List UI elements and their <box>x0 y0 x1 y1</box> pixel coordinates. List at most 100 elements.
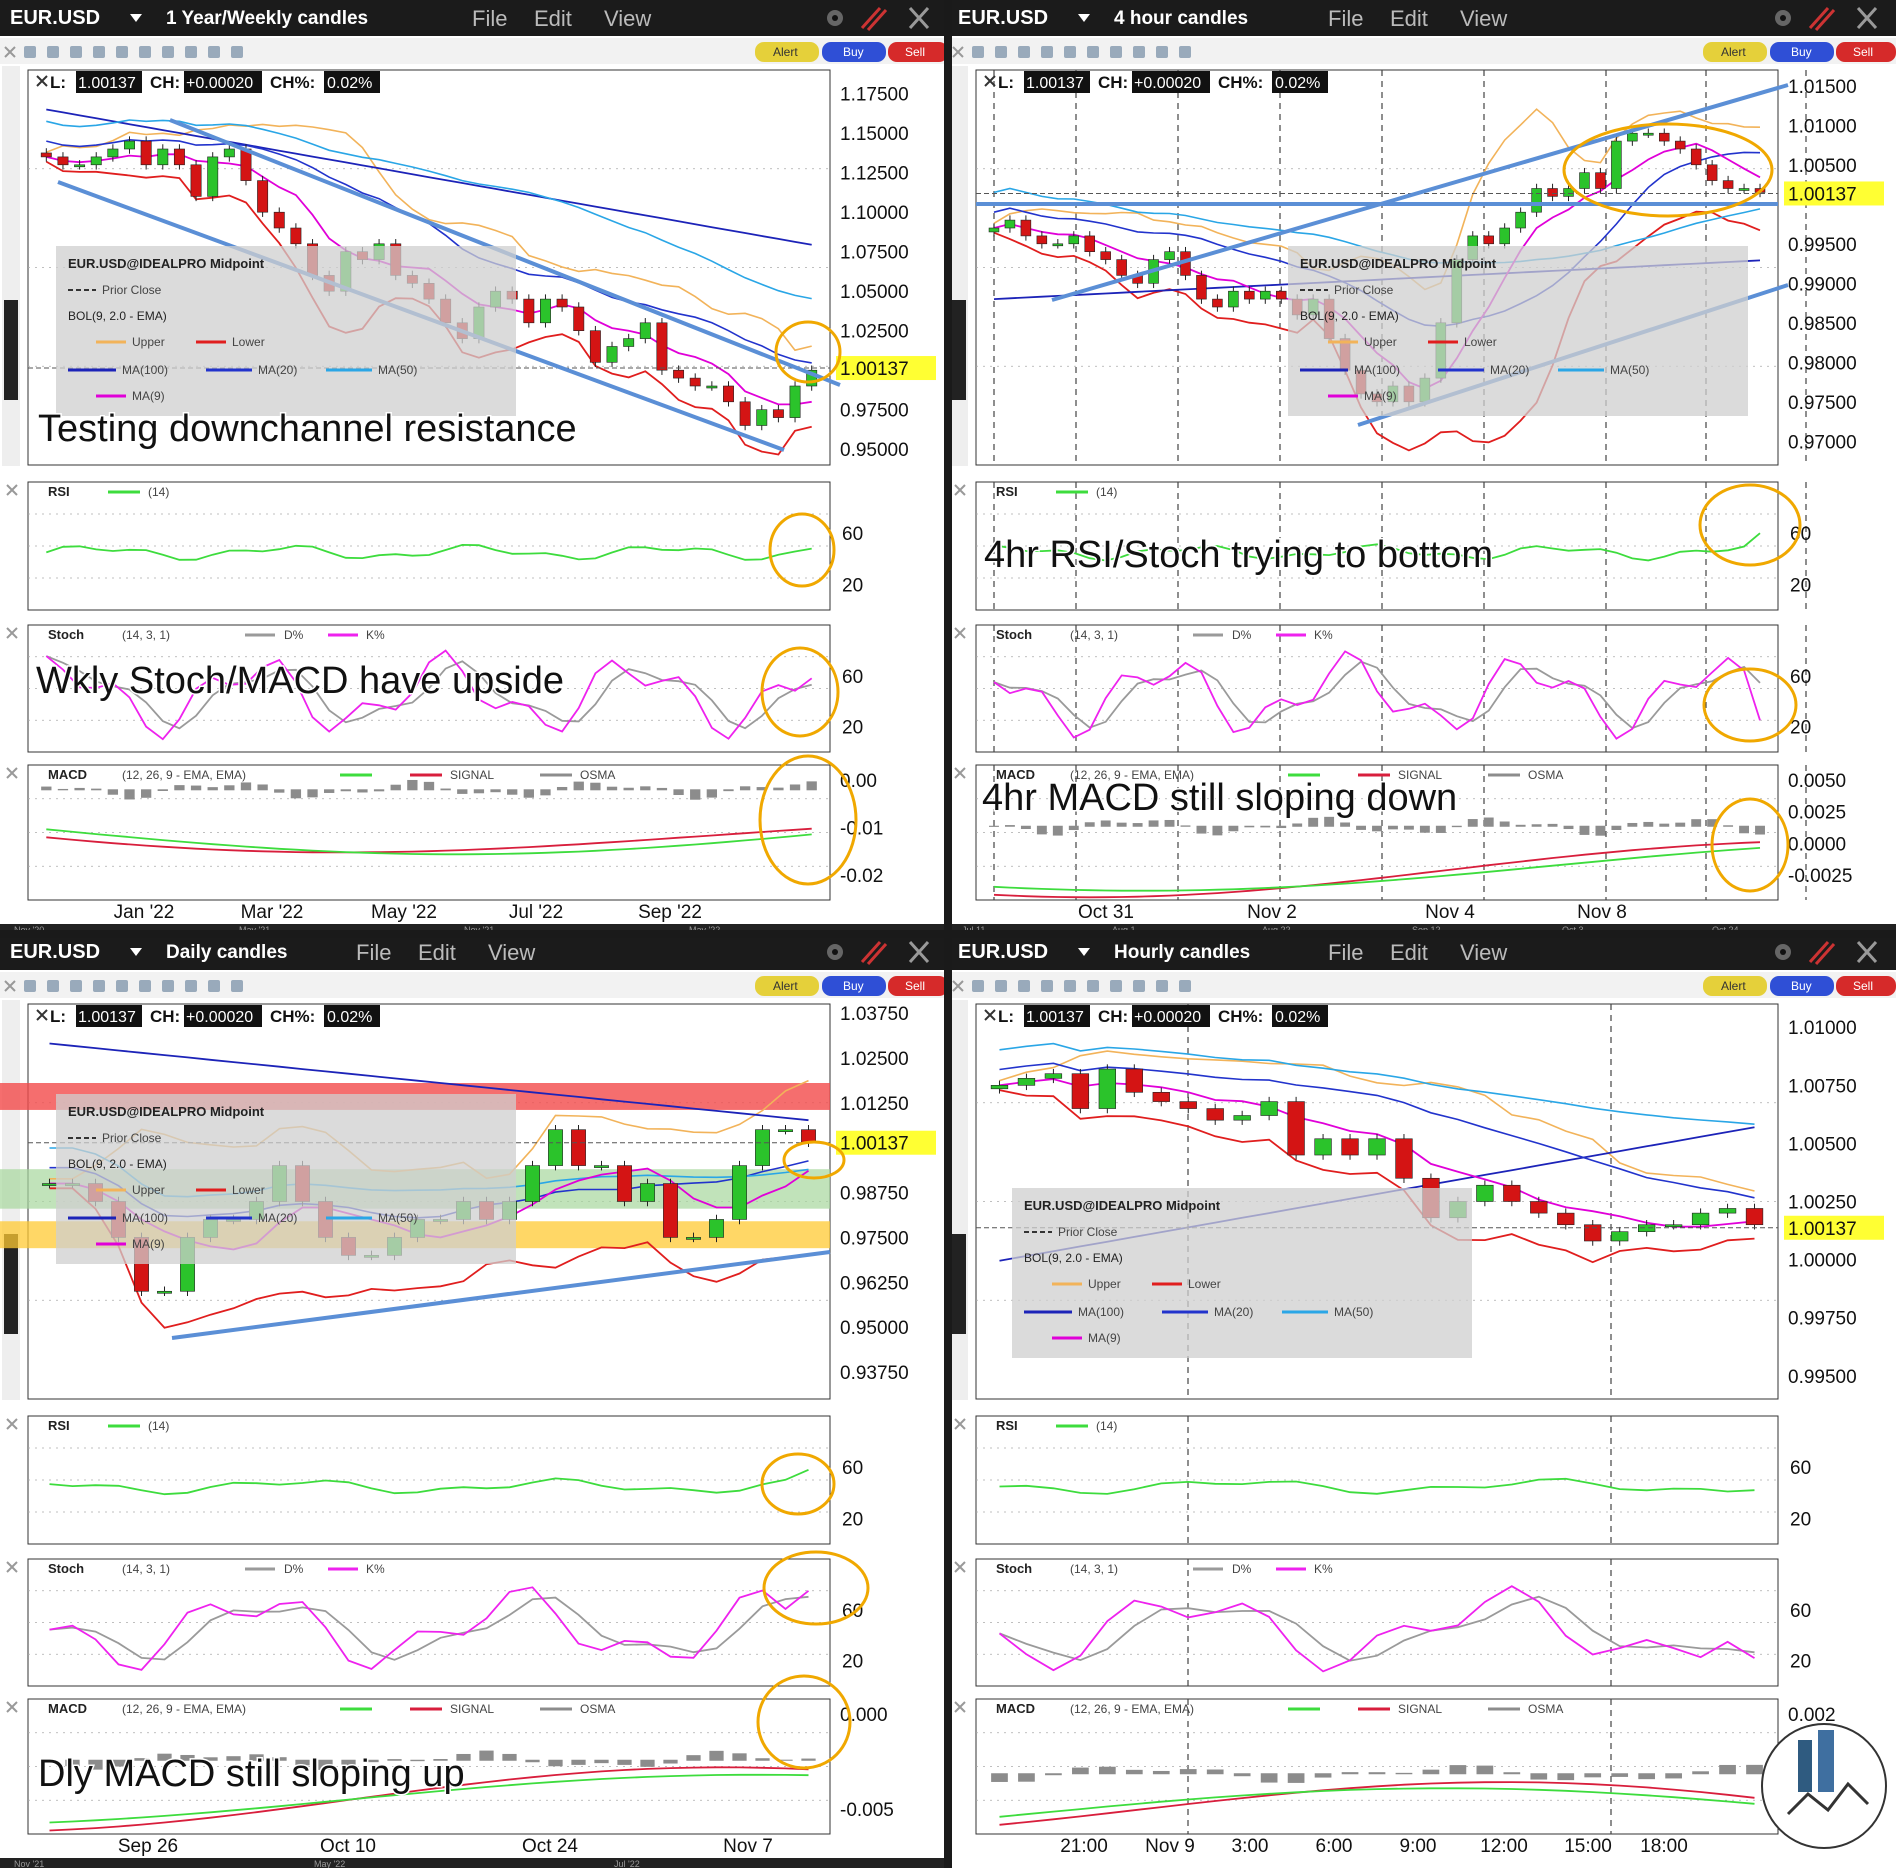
toolbar-tool-icon[interactable] <box>972 46 984 58</box>
close-icon[interactable] <box>908 6 930 30</box>
sell-button[interactable] <box>1836 976 1896 996</box>
toolbar-tool-icon[interactable] <box>1156 980 1168 992</box>
menu-view[interactable]: View <box>1460 940 1507 965</box>
scrollbar-thumb[interactable] <box>4 300 18 400</box>
link-icon[interactable] <box>1808 6 1836 32</box>
menu-file[interactable]: File <box>356 940 391 965</box>
symbol-label[interactable]: EUR.USD <box>10 941 100 963</box>
toolbar-tool-icon[interactable] <box>995 980 1007 992</box>
stoch-pane-close-icon[interactable] <box>954 1561 966 1573</box>
toolbar-tool-icon[interactable] <box>116 46 128 58</box>
gear-icon[interactable] <box>1775 10 1791 26</box>
toolbar-tool-icon[interactable] <box>1041 46 1053 58</box>
menu-file[interactable]: File <box>1328 940 1363 965</box>
stoch-pane-close-icon[interactable] <box>6 1561 18 1573</box>
link-icon[interactable] <box>860 6 888 32</box>
toolbar-tool-icon[interactable] <box>47 46 59 58</box>
toolbar-tool-icon[interactable] <box>1110 46 1122 58</box>
menu-file[interactable]: File <box>472 6 507 31</box>
toolbar-tool-icon[interactable] <box>1087 46 1099 58</box>
toolbar-tool-icon[interactable] <box>139 46 151 58</box>
menu-edit[interactable]: Edit <box>1390 940 1428 965</box>
toolbar-tool-icon[interactable] <box>1179 980 1191 992</box>
menu-edit[interactable]: Edit <box>1390 6 1428 31</box>
gear-icon[interactable] <box>1775 944 1791 960</box>
scrollbar-thumb[interactable] <box>952 1234 966 1334</box>
toolbar-tool-icon[interactable] <box>70 46 82 58</box>
toolbar-tool-icon[interactable] <box>1064 46 1076 58</box>
menu-view[interactable]: View <box>488 940 535 965</box>
menu-view[interactable]: View <box>1460 6 1507 31</box>
vertical-scrollbar[interactable] <box>2 66 20 466</box>
macd-pane-close-icon[interactable] <box>6 767 18 779</box>
menu-view[interactable]: View <box>604 6 651 31</box>
timeframe-selector[interactable]: 1 Year/Weekly candles <box>166 8 368 29</box>
quote-close-icon[interactable] <box>984 75 996 87</box>
close-icon[interactable] <box>1856 6 1878 30</box>
buy-button[interactable] <box>1770 42 1834 62</box>
time-navigator[interactable] <box>0 1858 948 1868</box>
toolbar-tool-icon[interactable] <box>162 46 174 58</box>
chevron-down-icon[interactable] <box>1078 14 1090 22</box>
toolbar-tool-icon[interactable] <box>995 46 1007 58</box>
toolbar-tool-icon[interactable] <box>231 980 243 992</box>
toolbar-tool-icon[interactable] <box>1018 46 1030 58</box>
toolbar-tool-icon[interactable] <box>1064 980 1076 992</box>
toolbar-tool-icon[interactable] <box>972 980 984 992</box>
buy-button[interactable] <box>1770 976 1834 996</box>
close-icon[interactable] <box>1856 940 1878 964</box>
symbol-label[interactable]: EUR.USD <box>958 7 1048 29</box>
alert-button[interactable] <box>755 976 819 996</box>
rsi-pane-close-icon[interactable] <box>6 484 18 496</box>
macd-pane-close-icon[interactable] <box>954 1701 966 1713</box>
chevron-down-icon[interactable] <box>1078 948 1090 956</box>
rsi-pane-close-icon[interactable] <box>954 1418 966 1430</box>
link-icon[interactable] <box>860 940 888 966</box>
toolbar-tool-icon[interactable] <box>70 980 82 992</box>
sell-button[interactable] <box>1836 42 1896 62</box>
toolbar-tool-icon[interactable] <box>116 980 128 992</box>
buy-button[interactable] <box>822 976 886 996</box>
symbol-label[interactable]: EUR.USD <box>958 941 1048 963</box>
stoch-pane-close-icon[interactable] <box>6 627 18 639</box>
vertical-scrollbar[interactable] <box>950 66 968 466</box>
toolbar-tool-icon[interactable] <box>24 46 36 58</box>
toolbar-tool-icon[interactable] <box>185 46 197 58</box>
alert-button[interactable] <box>1703 42 1767 62</box>
stoch-pane-close-icon[interactable] <box>954 627 966 639</box>
toolbar-tool-icon[interactable] <box>1133 46 1145 58</box>
chevron-down-icon[interactable] <box>130 14 142 22</box>
toolbar-tool-icon[interactable] <box>1156 46 1168 58</box>
toolbar-tool-icon[interactable] <box>1133 980 1145 992</box>
menu-edit[interactable]: Edit <box>418 940 456 965</box>
vertical-scrollbar[interactable] <box>950 1000 968 1400</box>
symbol-label[interactable]: EUR.USD <box>10 7 100 29</box>
macd-pane-close-icon[interactable] <box>6 1701 18 1713</box>
sell-button[interactable] <box>888 42 948 62</box>
timeframe-selector[interactable]: 4 hour candles <box>1114 8 1248 29</box>
buy-button[interactable] <box>822 42 886 62</box>
alert-button[interactable] <box>755 42 819 62</box>
sell-button[interactable] <box>888 976 948 996</box>
toolbar-tool-icon[interactable] <box>1018 980 1030 992</box>
time-navigator[interactable] <box>948 924 1896 934</box>
alert-button[interactable] <box>1703 976 1767 996</box>
toolbar-tool-icon[interactable] <box>185 980 197 992</box>
rsi-pane-close-icon[interactable] <box>954 484 966 496</box>
toolbar-tool-icon[interactable] <box>93 46 105 58</box>
timeframe-selector[interactable]: Hourly candles <box>1114 942 1250 963</box>
toolbar-tool-icon[interactable] <box>208 46 220 58</box>
menu-edit[interactable]: Edit <box>534 6 572 31</box>
toolbar-close-icon[interactable] <box>4 980 16 992</box>
toolbar-tool-icon[interactable] <box>231 46 243 58</box>
link-icon[interactable] <box>1808 940 1836 966</box>
quote-close-icon[interactable] <box>984 1009 996 1021</box>
toolbar-tool-icon[interactable] <box>208 980 220 992</box>
toolbar-close-icon[interactable] <box>4 46 16 58</box>
toolbar-tool-icon[interactable] <box>1041 980 1053 992</box>
scrollbar-thumb[interactable] <box>952 300 966 400</box>
gear-icon[interactable] <box>827 944 843 960</box>
timeframe-selector[interactable]: Daily candles <box>166 942 287 963</box>
toolbar-close-icon[interactable] <box>952 46 964 58</box>
chevron-down-icon[interactable] <box>130 948 142 956</box>
